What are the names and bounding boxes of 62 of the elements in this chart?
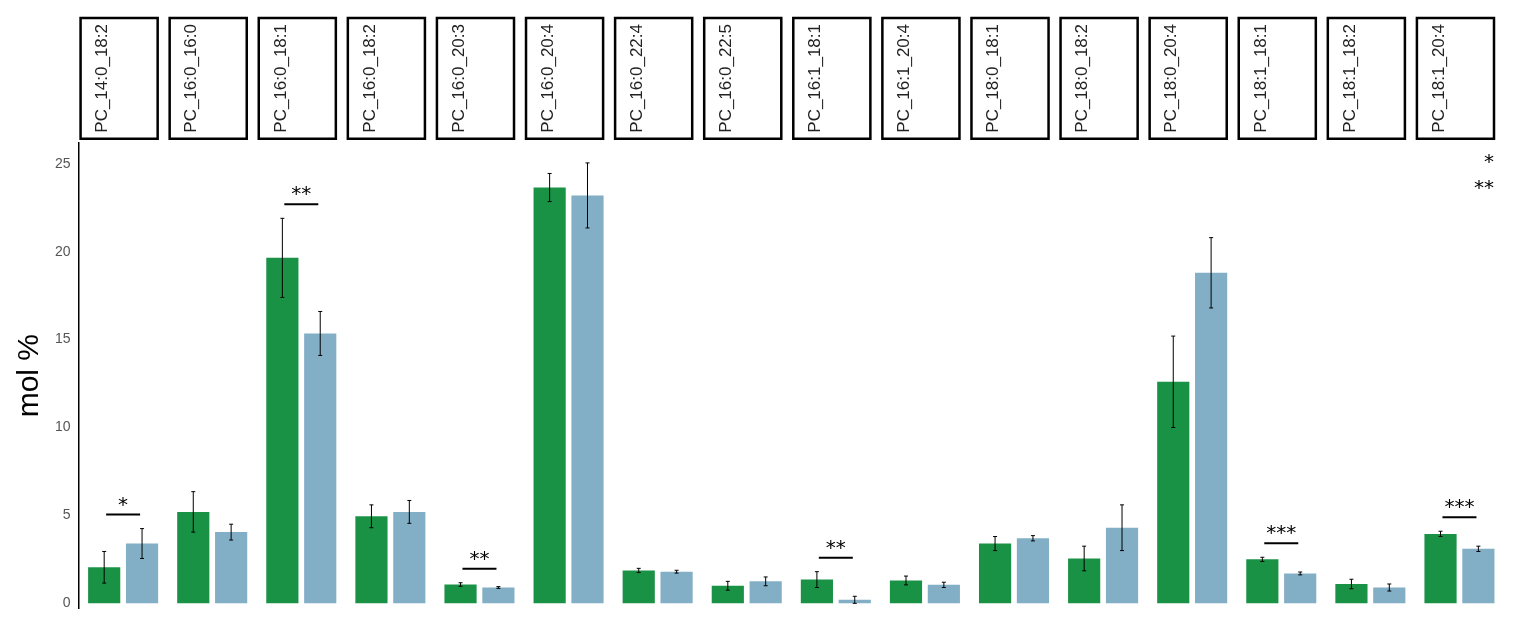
bar [1068,558,1101,604]
bar [482,587,515,604]
bar [1424,533,1457,604]
x-tick-label: PC_16:1_20:4 [894,24,914,133]
bar [125,543,159,604]
bar [749,581,782,604]
annotation: ** [469,545,490,570]
bar [622,570,655,604]
bar [177,511,210,604]
bar [1105,527,1139,604]
bar [215,532,248,604]
x-tick-label: PC_18:1_20:4 [1428,24,1448,133]
bar [1195,272,1228,604]
y-tick-label: 0 [62,594,71,611]
annotation: * [118,491,129,516]
annotation: *** [1444,494,1475,519]
annotation: ** [1474,174,1494,199]
y-axis-title: mol % [11,333,45,418]
x-tick-label: PC_16:0_20:4 [537,24,557,133]
bar [1016,538,1050,604]
x-tick-label: PC_16:0_18:1 [270,24,290,133]
bar [1335,583,1368,604]
text: * [1484,148,1494,173]
bar [660,571,693,604]
x-tick-label: PC_18:0_20:4 [1161,24,1181,133]
bar [355,516,388,604]
bar [1373,587,1406,604]
bar [533,187,566,604]
bar [88,567,121,604]
y-tick-label: 15 [54,330,71,347]
x-tick-label: PC_18:1_18:2 [1339,24,1359,133]
x-tick-label: PC_18:0_18:2 [1072,24,1092,133]
annotation: *** [1266,520,1297,545]
x-tick-label: PC_16:0_16:0 [181,24,201,133]
x-tick-label: PC_18:0_18:1 [983,24,1003,133]
bar [927,584,960,604]
bar [1246,559,1279,604]
annotation: ** [825,534,846,559]
bar [889,580,923,604]
bar [393,511,426,604]
annotation: ** [291,181,312,206]
bar [444,584,477,604]
bar [304,333,337,604]
x-tick-label: PC_14:0_18:2 [92,24,112,133]
bar [571,195,604,604]
x-tick-label: PC_16:0_22:5 [716,24,736,133]
bar [1157,381,1190,604]
bar [800,579,833,604]
y-tick-label: 25 [54,154,71,171]
x-tick-label: PC_16:0_20:3 [448,24,468,133]
bar [711,585,744,604]
x-tick-label: PC_16:1_18:1 [805,24,825,133]
x-tick-label: PC_16:0_18:2 [359,24,379,133]
bar [1284,573,1317,604]
bar [266,257,299,604]
bar [978,543,1012,604]
y-tick-label: 5 [62,506,71,523]
y-tick-label: 10 [54,418,71,435]
x-tick-label: PC_16:0_22:4 [626,24,646,133]
y-tick-label: 20 [54,242,71,259]
x-tick-label: PC_18:1_18:1 [1250,24,1270,133]
bar [1462,548,1495,604]
